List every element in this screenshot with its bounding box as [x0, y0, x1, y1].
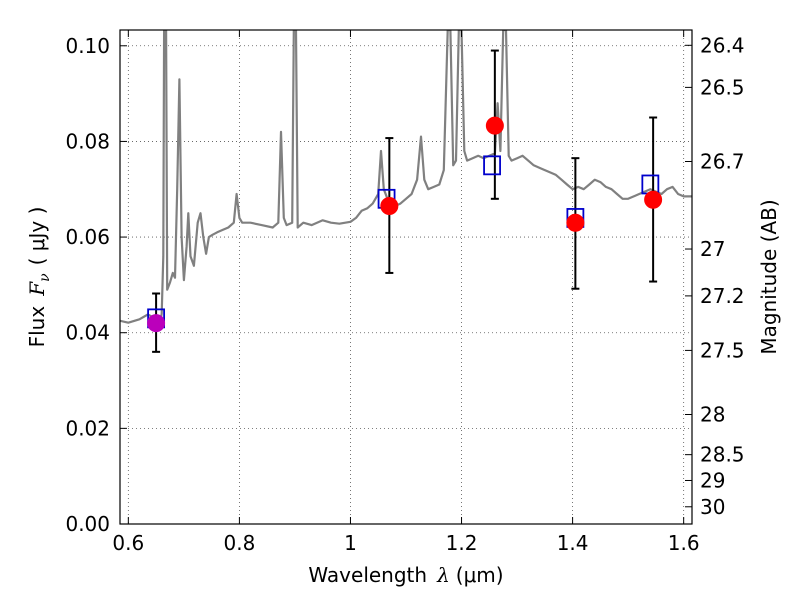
observed-point-marker	[644, 190, 663, 209]
y-tick-label: 0.04	[65, 321, 110, 345]
x-axis-label: Wavelength λ (μm)	[308, 563, 503, 587]
right-tick-label: 27	[700, 237, 725, 261]
x-tick-label: 1.6	[668, 531, 700, 555]
x-tick-label: 1.4	[557, 531, 589, 555]
observed-point-marker	[566, 213, 585, 232]
y-tick-label: 0.06	[65, 225, 110, 249]
right-tick-label: 26.4	[700, 33, 745, 57]
x-tick-label: 1	[344, 531, 357, 555]
right-tick-label: 29	[700, 468, 725, 492]
y-axis-label: FluxFν( μJy )	[25, 207, 53, 348]
right-tick-label: 27.5	[700, 338, 745, 362]
right-axis-label: Magnitude (AB)	[757, 199, 781, 354]
grid-lines	[120, 30, 692, 525]
axis-ticks: 0.6 0.8 1 1.2 1.4 1.6 0.00 0.02 0.04 0.06 0.08 0.10…	[65, 30, 745, 555]
x-tick-label: 0.8	[223, 531, 255, 555]
y-tick-label: 0.08	[65, 129, 110, 153]
plot-frame	[119, 29, 693, 525]
right-tick-label: 28	[700, 402, 725, 426]
y-tick-label: 0.02	[65, 416, 110, 440]
spectrum-line	[120, 30, 692, 332]
x-tick-label: 1.2	[446, 531, 478, 555]
x-tick-label: 0.6	[112, 531, 144, 555]
right-tick-label: 28.5	[700, 443, 745, 467]
right-tick-label: 27.2	[700, 284, 745, 308]
observed-point-marker	[147, 314, 166, 333]
right-tick-label: 26.7	[700, 150, 745, 174]
model-square-marker	[483, 155, 501, 176]
right-tick-label: 30	[700, 495, 725, 519]
plot-area	[120, 30, 692, 353]
y-tick-label: 0.00	[65, 512, 110, 536]
observed-point-marker	[485, 116, 504, 135]
observed-point-marker	[380, 196, 399, 215]
right-tick-label: 26.5	[700, 75, 745, 99]
y-tick-label: 0.10	[65, 34, 110, 58]
